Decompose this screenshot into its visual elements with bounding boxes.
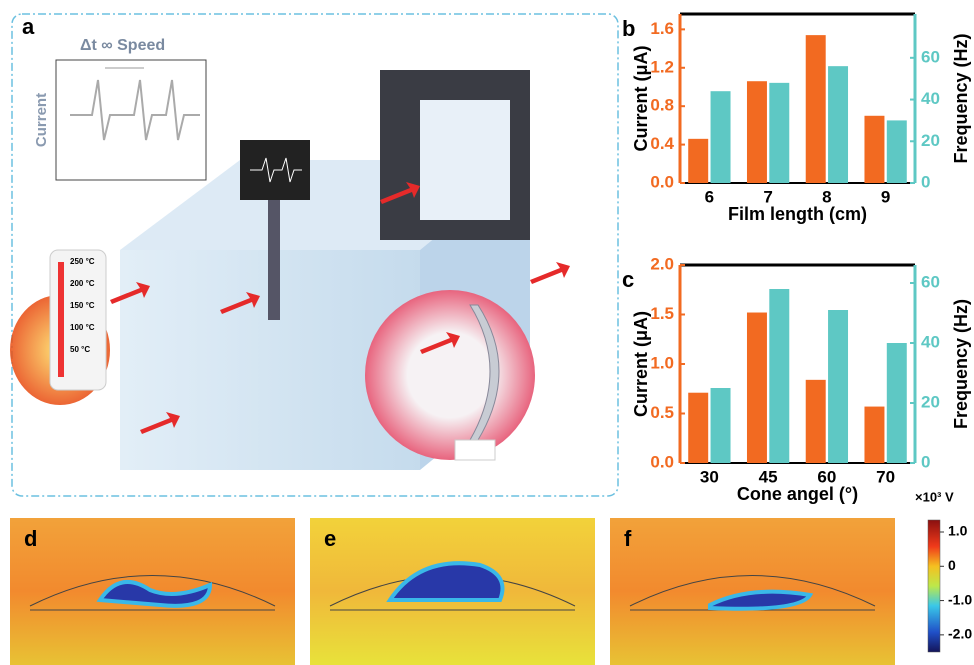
- signal-axis-label: Current: [33, 93, 50, 147]
- formula: Δt ∞ Speed: [80, 37, 165, 54]
- y-tick-label: 0.8: [650, 96, 674, 115]
- bar: [688, 139, 708, 183]
- outlet-window: [420, 100, 510, 220]
- panel-label: b: [622, 16, 635, 41]
- y-tick-label: 1.6: [650, 19, 674, 38]
- y-tick-label: 1.5: [650, 304, 674, 323]
- thermometer-label: 200 °C: [70, 279, 95, 288]
- panel-label: e: [324, 526, 336, 551]
- y-tick-label: 0.4: [650, 134, 674, 153]
- y2-tick-label: 20: [921, 392, 940, 411]
- thermometer-column: [58, 262, 64, 377]
- bar: [747, 81, 767, 183]
- bar: [747, 313, 767, 463]
- colorbar-tick-label: 0: [948, 557, 956, 573]
- colorbar-tick-label: -1.0: [948, 591, 972, 607]
- bar: [769, 83, 789, 183]
- bar: [864, 116, 884, 183]
- y2-tick-label: 40: [921, 332, 940, 351]
- bar: [828, 66, 848, 183]
- y2-tick-label: 0: [921, 452, 930, 471]
- y-axis-label: Current (μA): [631, 45, 651, 151]
- bar: [828, 310, 848, 463]
- y2-tick-label: 40: [921, 89, 940, 108]
- x-tick-label: 9: [881, 187, 890, 206]
- y-axis-label: Current (μA): [631, 311, 651, 417]
- bar: [887, 343, 907, 463]
- bar: [806, 380, 826, 463]
- y-tick-label: 1.0: [650, 353, 674, 372]
- x-tick-label: 30: [700, 467, 719, 486]
- y2-tick-label: 20: [921, 131, 940, 150]
- panel-label: d: [24, 526, 37, 551]
- bar: [887, 120, 907, 183]
- x-tick-label: 70: [876, 467, 895, 486]
- bar: [711, 91, 731, 183]
- bar: [769, 289, 789, 463]
- colorbar-unit: ×10³ V: [915, 489, 954, 504]
- x-axis-label: Film length (cm): [728, 204, 867, 224]
- y2-axis-label: Frequency (Hz): [951, 33, 971, 163]
- y-tick-label: 1.2: [650, 57, 674, 76]
- bar: [864, 407, 884, 463]
- x-axis-label: Cone angel (°): [737, 484, 858, 504]
- y-tick-label: 0.0: [650, 172, 674, 191]
- y-tick-label: 0.5: [650, 403, 674, 422]
- colorbar-tick-label: -2.0: [948, 626, 972, 642]
- y2-tick-label: 60: [921, 47, 940, 66]
- figure: a Δt ∞ Speed Current 250 °C 200 °C 150 °C 1…: [0, 0, 974, 665]
- bar: [688, 393, 708, 463]
- thermometer-label: 150 °C: [70, 301, 95, 310]
- sensor-rod: [268, 200, 280, 320]
- thermometer-label: 50 °C: [70, 345, 90, 354]
- bar: [711, 388, 731, 463]
- panel-label: f: [624, 526, 632, 551]
- colorbar: [928, 520, 940, 652]
- thermometer-label: 250 °C: [70, 257, 95, 266]
- zoom-bubble: [365, 290, 535, 460]
- bar: [806, 35, 826, 183]
- panel-label: c: [622, 267, 634, 292]
- y-tick-label: 2.0: [650, 254, 674, 273]
- y-tick-label: 0.0: [650, 452, 674, 471]
- stand: [455, 440, 495, 460]
- colorbar-tick-label: 1.0: [948, 523, 968, 539]
- x-tick-label: 6: [705, 187, 714, 206]
- field-panels: d e f: [10, 518, 895, 665]
- y2-tick-label: 0: [921, 172, 930, 191]
- y2-tick-label: 60: [921, 272, 940, 291]
- y2-axis-label: Frequency (Hz): [951, 299, 971, 429]
- panel-label: a: [22, 14, 35, 39]
- thermometer-label: 100 °C: [70, 323, 95, 332]
